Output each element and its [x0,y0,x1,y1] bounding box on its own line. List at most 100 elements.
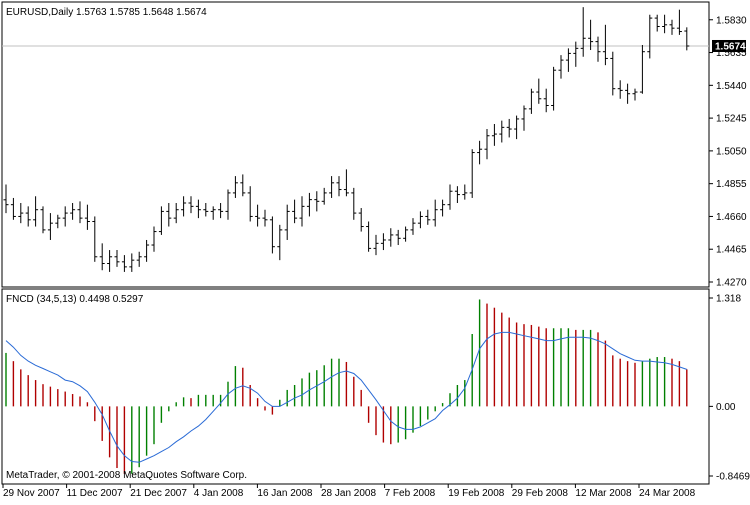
ohlc-bar [647,14,653,59]
time-tick-label: 19 Feb 2008 [448,488,505,499]
ohlc-bar [484,129,490,160]
ohlc-bar [299,196,305,227]
time-tick-label: 11 Dec 2007 [67,488,123,499]
ohlc-bar [33,196,39,227]
price-tick-label: 1.4270 [716,278,747,289]
ohlc-bar [654,14,660,32]
ohlc-bar [70,202,76,220]
ohlc-bar [25,206,31,227]
price-tick-label: 1.5440 [716,81,747,92]
ohlc-bar [195,199,201,219]
ohlc-bar [314,191,320,212]
ohlc-bar [55,214,61,229]
ohlc-bar [610,51,616,96]
indicator-tick-label: 1.318 [716,294,741,305]
ohlc-bar [47,213,53,240]
price-tick-label: 1.4465 [716,245,747,256]
ohlc-bar [506,118,512,138]
ohlc-bar [284,204,290,240]
ohlc-bar [343,169,349,197]
ohlc-bar [247,186,253,222]
ohlc-bar [565,48,571,72]
ohlc-bar [477,140,483,165]
ohlc-bar [336,176,342,197]
ohlc-bar [462,184,468,200]
ohlc-bar [588,19,594,51]
ohlc-bar [321,187,327,205]
ohlc-bar [77,201,83,224]
ohlc-bar [351,187,357,220]
price-tick-label: 1.5830 [716,15,747,26]
copyright-footer: MetaTrader, © 2001-2008 MetaQuotes Softw… [6,470,247,481]
current-price-text: 1.5674 [715,41,746,52]
indicator-title: FNCD (34,5,13) 0.4498 0.5297 [6,294,144,305]
ohlc-bar [173,202,179,224]
time-tick-label: 28 Jan 2008 [321,488,376,499]
ohlc-bar [255,204,261,227]
price-tick-label: 1.4855 [716,179,747,190]
indicator-histogram [5,299,688,474]
ohlc-bar [602,24,608,66]
ohlc-bar [151,226,157,252]
ohlc-bar [306,192,312,217]
ohlc-bar [617,80,623,99]
ohlc-bar [136,251,142,267]
ohlc-bar [366,221,372,252]
ohlc-bar [329,176,335,198]
time-axis: 29 Nov 2007 11 Dec 2007 21 Dec 2007 4 Jan 2… [2,484,696,499]
price-tick-label: 1.5245 [716,114,747,125]
ohlc-bar [662,14,668,34]
price-axis: 1.5830 1.5635 1.5440 1.5245 1.5050 1.4855 1.46… [709,15,747,289]
indicator-tick-label: 0.00 [716,402,736,413]
ohlc-bar [203,202,209,217]
ohlc-bar [684,27,690,51]
ohlc-bar [417,211,423,229]
ohlc-bar [595,36,601,62]
ohlc-bar [218,202,224,219]
ohlc-bar [632,88,638,101]
ohlc-bar [676,9,682,35]
ohlc-bar [499,120,505,143]
time-tick-label: 4 Jan 2008 [194,488,244,499]
ohlc-bar [188,196,194,214]
ohlc-bar [454,186,460,203]
ohlc-bar [521,105,527,131]
indicator-panel-frame [1,288,710,485]
ohlc-bar [491,123,497,146]
price-panel[interactable]: 1.5830 1.5635 1.5440 1.5245 1.5050 1.4855 1.46… [1,1,747,289]
time-tick-label: 16 Jan 2008 [257,488,312,499]
ohlc-bar [558,55,564,79]
ohlc-bar [62,206,68,227]
ohlc-bar [432,199,438,227]
price-panel-frame [1,1,710,288]
current-price-box [712,39,746,52]
ohlc-bar [580,7,586,57]
ohlc-bar [373,234,379,256]
ohlc-bar [107,250,113,272]
indicator-tick-label: -0.8469 [716,472,750,483]
ohlc-bar [469,149,475,198]
ohlc-bar [40,206,46,234]
ohlc-bar [669,19,675,35]
ohlc-bar [639,44,645,94]
ohlc-bar [543,88,549,113]
current-price-label: 1.5674 [712,39,746,52]
ohlc-bar [18,202,24,224]
ohlc-bar [225,189,231,220]
ohlc-bar [536,78,542,104]
ohlc-bar [440,199,446,217]
ohlc-bar [262,209,268,227]
ohlc-bar [269,216,275,254]
price-tick-label: 1.5635 [716,48,747,59]
ohlc-bar [210,206,216,220]
ohlc-bar [447,184,453,210]
ohlc-bar [388,228,394,247]
ohlc-bar [129,253,135,272]
ohlc-bar [166,202,172,227]
indicator-panel[interactable]: 1.318 0.00 -0.8469 FNCD (34,5,13) 0.4498 0… [1,288,750,485]
price-tick-label: 1.4660 [716,212,747,223]
ohlc-bar [380,233,386,251]
ohlc-bar [232,176,238,198]
